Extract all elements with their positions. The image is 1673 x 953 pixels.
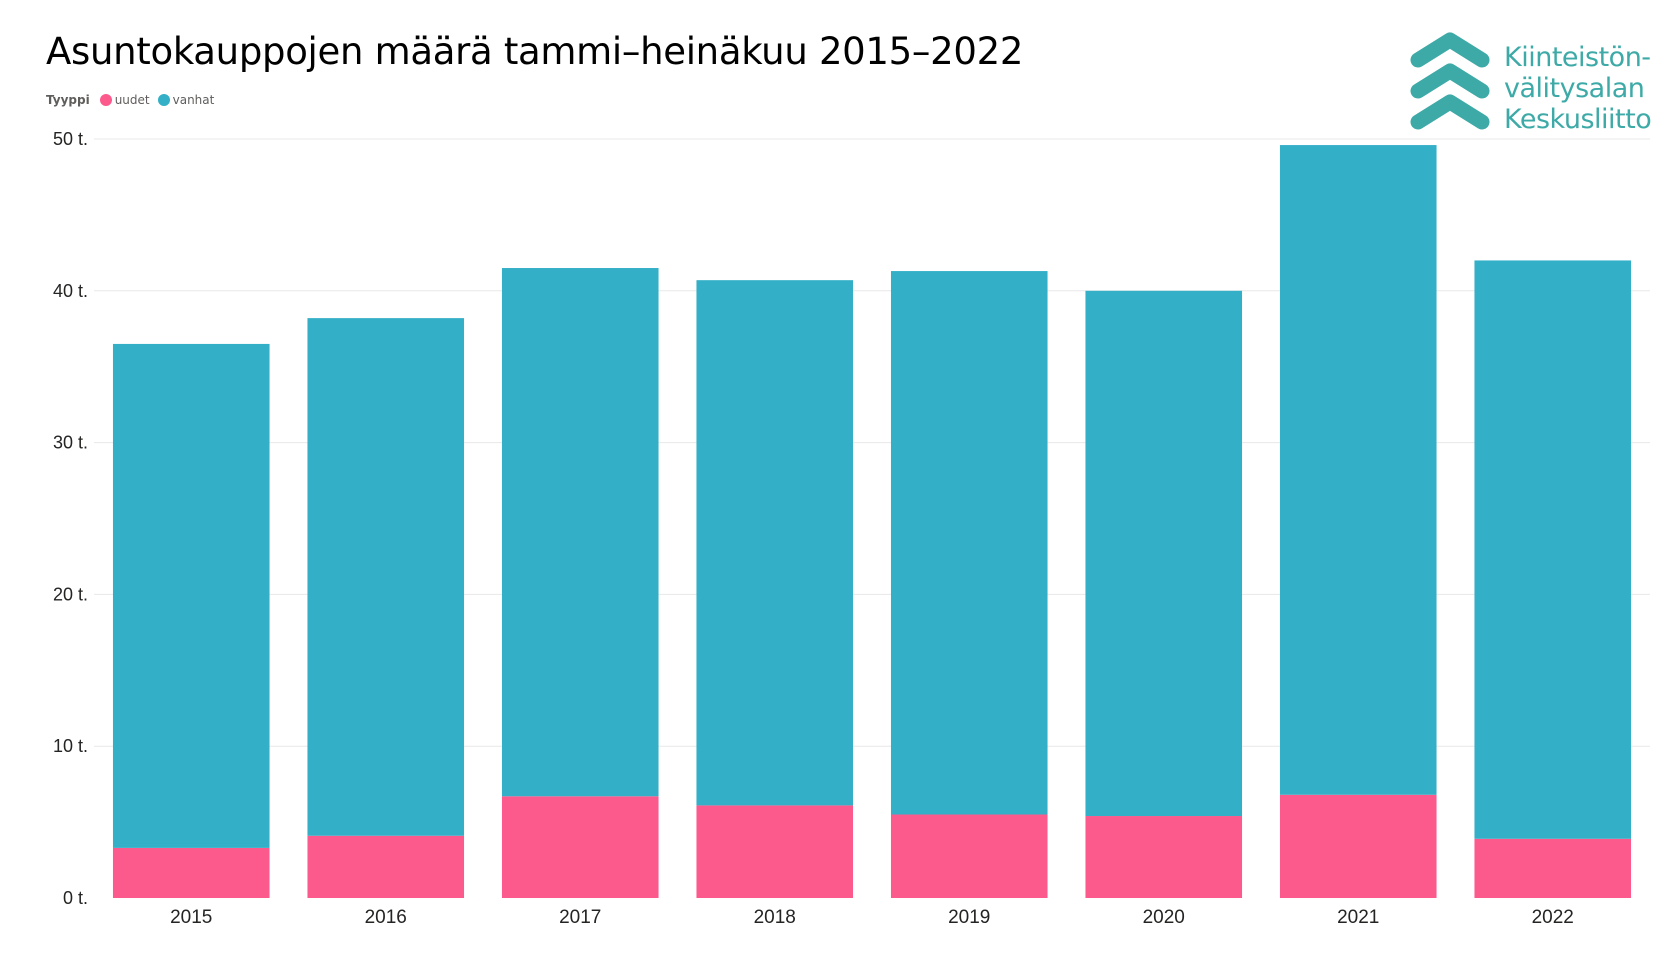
bars: [112, 145, 1632, 898]
logo-text: Kiinteistön- välitysalan Keskusliitto: [1504, 42, 1652, 135]
bar-uudet-2016[interactable]: [307, 835, 465, 898]
x-tick-label-2015: 2015: [170, 907, 212, 928]
bar-vanhat-2015[interactable]: [112, 343, 270, 848]
logo-line-2: välitysalan: [1504, 73, 1645, 104]
bar-vanhat-2021[interactable]: [1279, 145, 1437, 795]
bar-uudet-2022[interactable]: [1474, 838, 1632, 898]
bar-vanhat-2016[interactable]: [307, 318, 465, 836]
logo-line-3: Keskusliitto: [1504, 104, 1652, 135]
bar-vanhat-2018[interactable]: [696, 280, 854, 806]
bar-uudet-2018[interactable]: [696, 805, 854, 898]
x-tick-label-2020: 2020: [1143, 907, 1185, 928]
legend-label-uudet: uudet: [114, 93, 150, 107]
x-tick-label-2018: 2018: [754, 907, 796, 928]
bar-uudet-2020[interactable]: [1085, 816, 1243, 898]
chart-title: Asuntokauppojen määrä tammi–heinäkuu 201…: [46, 30, 1024, 73]
y-tick-label: 50 t.: [53, 129, 88, 149]
bar-uudet-2021[interactable]: [1279, 794, 1437, 898]
legend-label-vanhat: vanhat: [172, 93, 215, 107]
x-axis: 2015 2016 2017 2018 2019 2020 2021 2022: [170, 907, 1574, 928]
y-tick-label: 20 t.: [53, 584, 88, 604]
bar-vanhat-2020[interactable]: [1085, 290, 1243, 817]
x-tick-label-2017: 2017: [559, 907, 601, 928]
chevrons-up-icon: [1410, 32, 1490, 130]
bar-uudet-2015[interactable]: [112, 847, 270, 898]
x-tick-label-2022: 2022: [1532, 907, 1574, 928]
y-tick-label: 30 t.: [53, 433, 88, 453]
logo-line-1: Kiinteistön-: [1504, 42, 1651, 73]
bar-vanhat-2019[interactable]: [890, 271, 1048, 815]
y-axis: 0 t. 10 t. 20 t. 30 t. 40 t. 50 t.: [53, 129, 88, 908]
legend-title: Tyyppi: [46, 93, 90, 107]
x-tick-label-2019: 2019: [948, 907, 990, 928]
y-tick-label: 40 t.: [53, 281, 88, 301]
x-tick-label-2021: 2021: [1337, 907, 1379, 928]
y-tick-label: 10 t.: [53, 736, 88, 756]
bar-vanhat-2017[interactable]: [501, 268, 659, 797]
legend: Tyyppi uudet vanhat: [46, 93, 222, 107]
y-tick-label: 0 t.: [63, 888, 88, 908]
legend-swatch-vanhat: [157, 94, 170, 106]
legend-item-uudet[interactable]: uudet: [99, 93, 150, 107]
bar-uudet-2019[interactable]: [890, 814, 1048, 898]
legend-item-vanhat[interactable]: vanhat: [157, 93, 215, 107]
bar-uudet-2017[interactable]: [501, 796, 659, 898]
x-tick-label-2016: 2016: [365, 907, 407, 928]
legend-swatch-uudet: [99, 94, 112, 106]
bar-vanhat-2022[interactable]: [1474, 260, 1632, 839]
